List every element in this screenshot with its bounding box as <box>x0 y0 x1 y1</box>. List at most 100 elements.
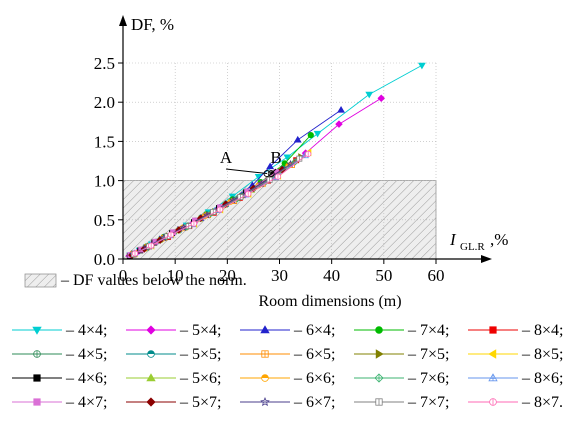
legend-marker-2 <box>260 325 270 334</box>
x-tick-label-6: 60 <box>428 266 445 285</box>
norm-legend: – DF values below the norm. <box>24 272 247 289</box>
legend-title: Room dimensions (m) <box>258 293 401 310</box>
x-axis-title-sub: GL.R <box>460 241 485 253</box>
series-2-point-9 <box>337 106 345 113</box>
legend-label-16: – 5×7; <box>179 394 221 411</box>
legend-label-0: – 4×4; <box>65 322 107 339</box>
legend-label-5: – 4×5; <box>65 346 107 363</box>
annotation-label-1: B <box>270 148 281 167</box>
series-3-point-8 <box>307 132 314 139</box>
legend-marker-18 <box>375 398 383 406</box>
ticks: 0 10 20 30 40 50 60 0.0 0.5 1.0 1.5 2.0 2.5 <box>94 54 445 285</box>
legend-label-3: – 7×4; <box>407 322 449 339</box>
legend-item-5: – 4×5; <box>12 346 107 363</box>
x-tick-label-1: 10 <box>167 266 184 285</box>
x-tick-label-5: 50 <box>375 266 392 285</box>
legend-marker-5 <box>33 350 41 358</box>
series-19-point-4 <box>216 206 224 213</box>
legend-item-17: – 6×7; <box>240 394 335 411</box>
legend-marker-9 <box>488 349 497 359</box>
legend-label-11: – 5×6; <box>179 370 221 387</box>
legend-item-10: – 4×6; <box>12 370 107 387</box>
legend-item-12: – 6×6; <box>240 370 335 387</box>
series-19-point-2 <box>167 231 175 238</box>
legend-label-4: – 8×4; <box>521 322 563 339</box>
series-19-point-1 <box>148 242 155 249</box>
legend-marker-4 <box>489 326 497 334</box>
y-axis-arrow <box>119 15 127 26</box>
legend-marker-15 <box>33 398 41 406</box>
legend-marker-3 <box>375 326 383 334</box>
series-19-point-6 <box>274 173 282 180</box>
series-line-19 <box>134 153 309 254</box>
x-tick-label-3: 30 <box>271 266 288 285</box>
y-tick-label-0: 0.0 <box>94 250 115 269</box>
legend-item-19: – 8×7. <box>468 394 563 411</box>
legend-label-6: – 5×5; <box>179 346 221 363</box>
y-tick-label-4: 2.0 <box>94 93 115 112</box>
series-0-point-8 <box>283 154 292 162</box>
legend-marker-7 <box>261 350 269 358</box>
legend-item-13: – 7×6; <box>354 370 449 387</box>
y-tick-label-2: 1.0 <box>94 172 115 191</box>
series-2-point-7 <box>266 162 275 170</box>
legend-marker-17 <box>260 396 270 407</box>
legend-label-19: – 8×7. <box>521 394 563 411</box>
x-axis-title: I GL.R ,% <box>449 230 508 253</box>
legend-marker-11 <box>146 373 156 382</box>
x-tick-label-4: 40 <box>323 266 340 285</box>
legend-item-1: – 5×4; <box>126 322 221 339</box>
y-tick-label-1: 0.5 <box>94 211 115 230</box>
legend-label-7: – 6×5; <box>293 346 335 363</box>
legend-item-4: – 8×4; <box>468 322 563 339</box>
x-axis-title-main: I <box>449 230 457 249</box>
series-19-point-7 <box>305 150 312 158</box>
legend-item-2: – 6×4; <box>240 322 335 339</box>
legend-item-0: – 4×4; <box>12 322 107 339</box>
legend-item-7: – 6×5; <box>240 346 335 363</box>
legend-label-1: – 5×4; <box>179 322 221 339</box>
annotation-target-0 <box>263 170 271 177</box>
legend-item-3: – 7×4; <box>354 322 449 339</box>
legend-item-14: – 8×6; <box>468 370 563 387</box>
legend-marker-13 <box>374 373 384 383</box>
legend-marker-6 <box>147 350 155 358</box>
legend-item-11: – 5×6; <box>126 370 221 387</box>
y-tick-label-3: 1.5 <box>94 132 115 151</box>
legend-label-9: – 8×5; <box>521 346 563 363</box>
legend-item-8: – 7×5; <box>354 346 449 363</box>
legend-marker-1 <box>146 325 156 335</box>
annotation-pointer-0 <box>225 168 268 175</box>
legend-label-13: – 7×6; <box>407 370 449 387</box>
series-0-point-11 <box>418 62 426 70</box>
series-0-point-9 <box>313 130 322 138</box>
series-2-point-8 <box>293 135 302 143</box>
legend-label-8: – 7×5; <box>407 346 449 363</box>
x-axis-arrow <box>481 255 492 263</box>
series-0-point-10 <box>365 91 374 99</box>
legend-label-17: – 6×7; <box>293 394 335 411</box>
legend-label-2: – 6×4; <box>293 322 335 339</box>
series-layer <box>125 62 426 260</box>
series-19-point-3 <box>190 220 198 227</box>
series-19-point-5 <box>245 190 252 198</box>
legend-label-18: – 7×7; <box>407 394 449 411</box>
legend-label-14: – 8×6; <box>521 370 563 387</box>
x-axis-title-unit: ,% <box>490 230 508 249</box>
series-1-point-9 <box>335 120 343 128</box>
legend-marker-10 <box>33 374 41 382</box>
legend-marker-0 <box>32 326 42 335</box>
legend-item-6: – 5×5; <box>126 346 221 363</box>
x-tick-label-2: 20 <box>219 266 236 285</box>
legend-item-16: – 5×7; <box>126 394 221 411</box>
legend-label-15: – 4×7; <box>65 394 107 411</box>
annotation-label-0: A <box>220 148 233 167</box>
legend-item-9: – 8×5; <box>468 346 563 363</box>
legend-marker-8 <box>375 349 384 359</box>
y-axis-title: DF, % <box>131 15 174 34</box>
series-19-point-0 <box>131 250 139 257</box>
legend: – 4×4; – 5×4; – 6×4; – 7×4; – 8×4; – 4×5; – 5×… <box>12 322 563 411</box>
legend-label-10: – 4×6; <box>65 370 107 387</box>
